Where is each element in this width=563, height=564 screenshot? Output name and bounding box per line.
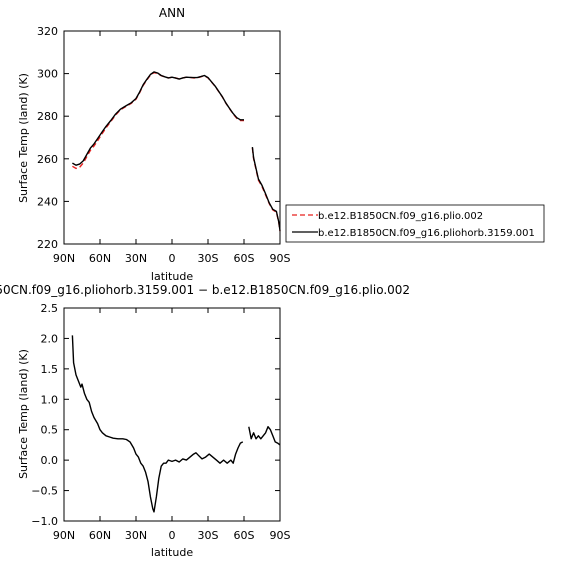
top-ytick-label: 300 bbox=[37, 68, 58, 81]
top-xtick-label: 90N bbox=[53, 252, 75, 265]
top-y-axis-label: Surface Temp (land) (K) bbox=[17, 73, 30, 203]
top-chart-title: ANN bbox=[159, 6, 185, 20]
top-xtick-label: 30N bbox=[125, 252, 147, 265]
bottom-xtick-label: 90S bbox=[270, 529, 291, 542]
bottom-x-axis-label: latitude bbox=[151, 546, 193, 559]
top-xtick-label: 90S bbox=[270, 252, 291, 265]
top-series-line-0 bbox=[251, 148, 281, 232]
top-plot-frame bbox=[63, 30, 281, 245]
top-ytick-label: 320 bbox=[37, 25, 58, 38]
top-xtick-label: 30S bbox=[198, 252, 219, 265]
top-x-axis-label: latitude bbox=[151, 270, 193, 283]
top-xtick-label: 60S bbox=[234, 252, 255, 265]
bottom-panel: b.e12.B1850CN.f09_g16.pliohorb.3159.001 … bbox=[0, 283, 410, 559]
bottom-xtick-label: 0 bbox=[169, 529, 176, 542]
legend-box bbox=[285, 204, 545, 243]
bottom-series-line-0 bbox=[71, 335, 244, 513]
bottom-xtick-label: 60S bbox=[234, 529, 255, 542]
bottom-ytick-label: 2.0 bbox=[41, 332, 59, 345]
bottom-xtick-label: 30N bbox=[125, 529, 147, 542]
top-series-group bbox=[72, 71, 281, 232]
bottom-series-line-0 bbox=[248, 426, 281, 446]
top-ytick-label: 260 bbox=[37, 153, 58, 166]
top-series-line-1 bbox=[72, 71, 244, 166]
top-x-axis: 90N 60N 30N 0 30S 60S 90S bbox=[53, 31, 291, 265]
top-series-line-1 bbox=[251, 147, 281, 231]
bottom-ytick-label: 0.5 bbox=[41, 424, 59, 437]
legend-entry-plio: b.e12.B1850CN.f09_g16.plio.002 bbox=[318, 211, 483, 222]
bottom-y-axis-label: Surface Temp (land) (K) bbox=[17, 349, 30, 479]
bottom-ytick-label: 1.5 bbox=[41, 363, 59, 376]
bottom-xtick-label: 90N bbox=[53, 529, 75, 542]
top-ytick-label: 280 bbox=[37, 110, 58, 123]
top-xtick-label: 0 bbox=[169, 252, 176, 265]
bottom-ytick-label: 1.0 bbox=[41, 393, 59, 406]
bottom-series-group bbox=[71, 335, 281, 513]
bottom-xtick-label: 60N bbox=[89, 529, 111, 542]
bottom-ytick-label: −1.0 bbox=[31, 515, 58, 528]
bottom-xtick-label: 30S bbox=[198, 529, 219, 542]
bottom-x-axis: 90N 60N 30N 0 30S 60S 90S bbox=[53, 308, 291, 542]
top-ytick-label: 240 bbox=[37, 195, 58, 208]
bottom-chart-title: b.e12.B1850CN.f09_g16.pliohorb.3159.001 … bbox=[0, 283, 410, 297]
top-series-line-0 bbox=[72, 71, 244, 170]
top-xtick-label: 60N bbox=[89, 252, 111, 265]
legend: b.e12.B1850CN.f09_g16.plio.002 b.e12.B18… bbox=[285, 204, 545, 243]
bottom-ytick-label: 2.5 bbox=[41, 302, 59, 315]
bottom-y-axis: −1.0 −0.5 0.0 0.5 1.0 1.5 2.0 2.5 bbox=[31, 302, 280, 528]
bottom-plot-frame bbox=[63, 307, 281, 522]
legend-entry-pliohorb: b.e12.B1850CN.f09_g16.pliohorb.3159.001 bbox=[318, 228, 535, 239]
bottom-ytick-label: −0.5 bbox=[31, 485, 58, 498]
top-ytick-label: 220 bbox=[37, 238, 58, 251]
top-y-axis: 220 240 260 280 300 320 bbox=[37, 25, 280, 251]
bottom-ytick-label: 0.0 bbox=[41, 454, 59, 467]
